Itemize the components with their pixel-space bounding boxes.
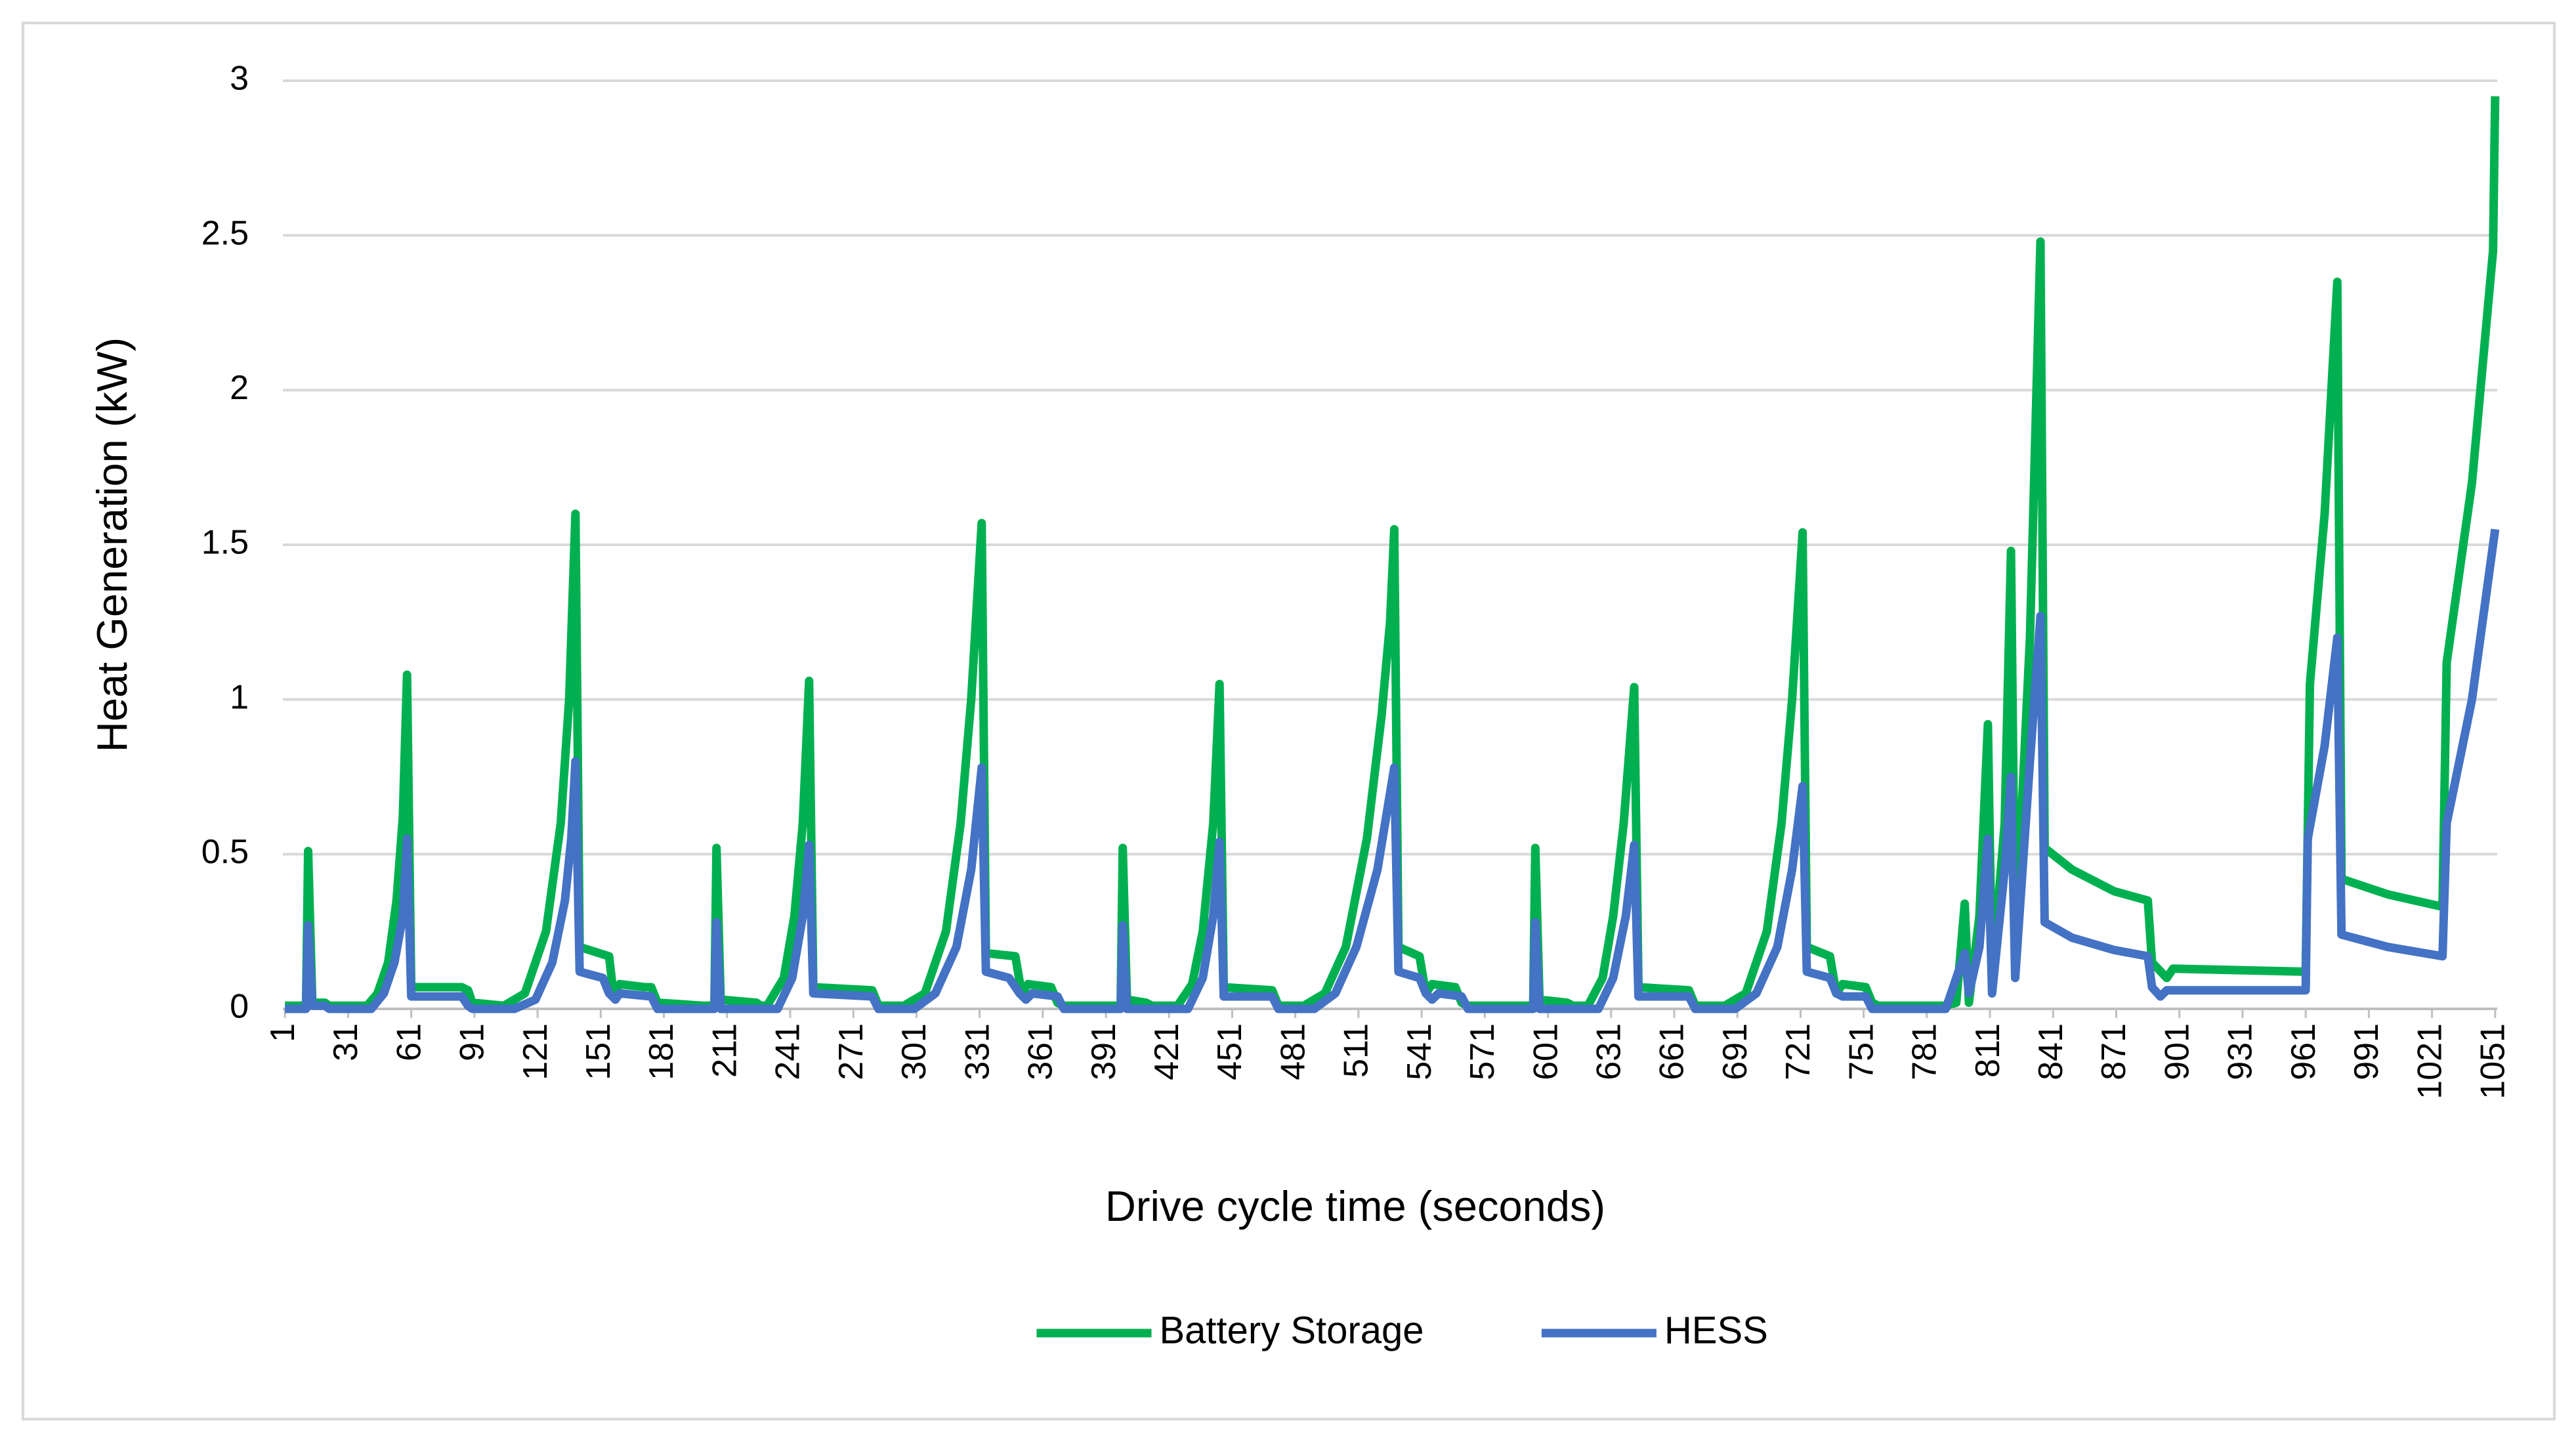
x-tick-label: 361 (1022, 1023, 1060, 1080)
tick-labels: 00.511.522.531 31 61 91 121 151 181 211 241 271 30… (201, 60, 2512, 1099)
x-axis-title: Drive cycle time (seconds) (1105, 1182, 1605, 1230)
x-tick-label: 1051 (2474, 1023, 2512, 1099)
x-tick-label: 451 (1211, 1023, 1249, 1080)
x-tick-label: 631 (1590, 1023, 1628, 1080)
data-line (285, 528, 2500, 1013)
y-tick-label: 0 (230, 988, 249, 1026)
y-tick-label: 0.5 (201, 833, 249, 871)
chart-border (22, 22, 2556, 1420)
x-tick-label: 421 (1148, 1023, 1186, 1080)
x-tick-label: 121 (517, 1023, 555, 1080)
x-tick-label: 211 (706, 1023, 744, 1078)
x-tick-label: 301 (895, 1023, 933, 1080)
x-tick-label: 721 (1779, 1023, 1817, 1080)
x-tick-label: 331 (958, 1023, 996, 1080)
legend: Battery Storage HESS (1036, 1309, 1768, 1351)
x-tick-label: 691 (1716, 1023, 1754, 1080)
legend-label: Battery Storage (1159, 1309, 1424, 1351)
plot-lines (285, 96, 2500, 1013)
x-tick-label: 661 (1653, 1023, 1691, 1080)
x-tick-label: 1 (264, 1023, 302, 1042)
y-tick-label: 1.5 (201, 524, 249, 562)
x-tick-label: 751 (1842, 1023, 1880, 1080)
y-tick-label: 1 (230, 678, 249, 716)
x-tick-label: 991 (2348, 1023, 2386, 1080)
y-tick-label: 2 (230, 369, 249, 407)
x-tick-label: 91 (454, 1023, 492, 1061)
grid (283, 79, 2497, 1018)
x-tick-label: 481 (1274, 1023, 1312, 1080)
x-tick-label: 901 (2158, 1023, 2196, 1080)
x-tick-label: 601 (1527, 1023, 1565, 1080)
x-tick-label: 781 (1906, 1023, 1944, 1080)
x-tick-label: 31 (327, 1023, 365, 1061)
x-tick-label: 241 (769, 1023, 807, 1080)
x-tick-label: 811 (1969, 1023, 2007, 1078)
y-axis-title: Heat Generation (kW) (88, 337, 136, 752)
y-tick-label: 3 (230, 60, 249, 98)
x-tick-label: 61 (390, 1023, 428, 1061)
x-tick-label: 181 (643, 1023, 681, 1080)
x-tick-label: 1021 (2411, 1023, 2449, 1099)
x-tick-label: 961 (2285, 1023, 2323, 1080)
x-tick-label: 151 (580, 1023, 618, 1080)
x-tick-label: 511 (1338, 1023, 1376, 1078)
x-tick-label: 931 (2222, 1023, 2260, 1080)
x-tick-label: 841 (2032, 1023, 2070, 1080)
x-tick-label: 571 (1464, 1023, 1502, 1080)
x-tick-label: 391 (1085, 1023, 1123, 1080)
x-tick-label: 871 (2095, 1023, 2133, 1080)
y-tick-label: 2.5 (201, 214, 249, 252)
legend-label: HESS (1664, 1309, 1768, 1351)
x-tick-label: 541 (1401, 1023, 1439, 1080)
x-tick-label: 271 (832, 1023, 870, 1080)
